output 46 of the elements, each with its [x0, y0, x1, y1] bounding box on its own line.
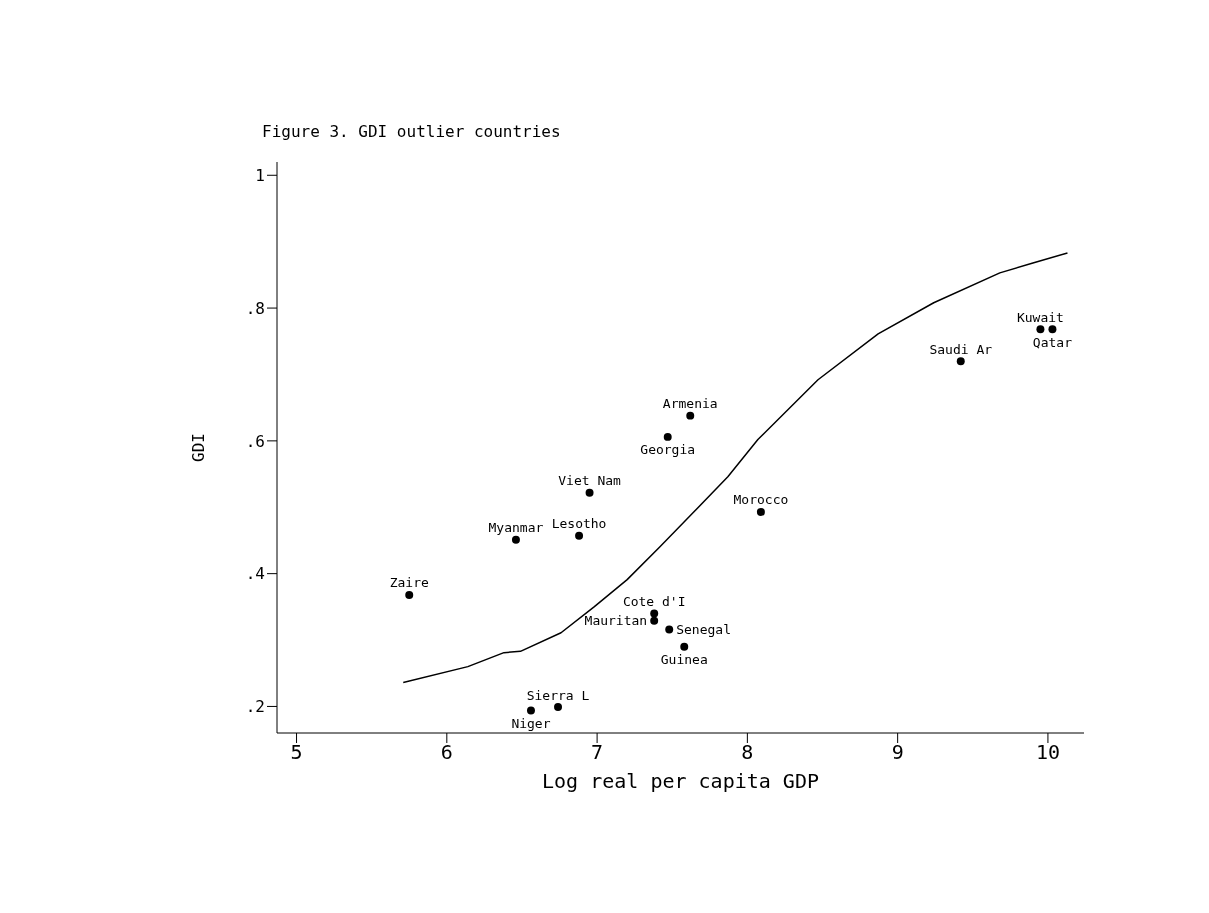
- data-label: Lesotho: [551, 516, 607, 532]
- x-tick-label: 7: [591, 740, 604, 765]
- data-label: Qatar: [1032, 334, 1073, 350]
- point: [650, 616, 659, 625]
- y-tick-label: 1: [255, 165, 265, 185]
- y-tick-label: .2: [245, 697, 265, 717]
- data-label: Sierra L: [526, 687, 590, 703]
- point: [585, 488, 594, 497]
- data-label: Saudi Ar: [929, 341, 993, 357]
- point: [554, 703, 563, 712]
- y-axis-title: GDI: [188, 433, 208, 462]
- chart-title: Figure 3. GDI outlier countries: [262, 122, 561, 141]
- x-axis-title: Log real per capita GDP: [542, 769, 819, 793]
- data-label: Myanmar: [488, 520, 544, 536]
- x-tick-label: 10: [1035, 740, 1060, 765]
- data-label: Cote d'I: [622, 593, 686, 609]
- x-tick-label: 5: [290, 740, 303, 765]
- data-label: Mauritan: [584, 613, 648, 629]
- data-label: Guinea: [660, 652, 708, 668]
- data-label: Zaire: [389, 575, 429, 591]
- y-tick-label: .8: [245, 298, 265, 318]
- y-tick-label: .4: [245, 564, 265, 584]
- point: [956, 357, 965, 366]
- point: [686, 411, 695, 420]
- data-label: Niger: [511, 715, 551, 731]
- point: [756, 507, 765, 516]
- point: [650, 609, 659, 618]
- point: [680, 642, 689, 651]
- x-tick-label: 6: [440, 740, 453, 765]
- data-label: Viet Nam: [558, 473, 622, 489]
- point: [665, 625, 674, 634]
- point: [575, 531, 584, 540]
- x-tick-label: 8: [741, 740, 754, 765]
- x-tick-label: 9: [891, 740, 904, 765]
- point: [1048, 325, 1057, 334]
- data-label: Senegal: [676, 621, 732, 637]
- y-tick-label: .6: [245, 431, 265, 451]
- data-label: Armenia: [662, 396, 718, 412]
- data-label: Georgia: [640, 442, 696, 458]
- point: [405, 590, 414, 599]
- data-label: Morocco: [733, 492, 789, 508]
- point: [1036, 325, 1045, 334]
- data-label: Kuwait: [1016, 309, 1064, 325]
- point: [663, 432, 672, 441]
- point: [526, 706, 535, 715]
- point: [511, 535, 520, 544]
